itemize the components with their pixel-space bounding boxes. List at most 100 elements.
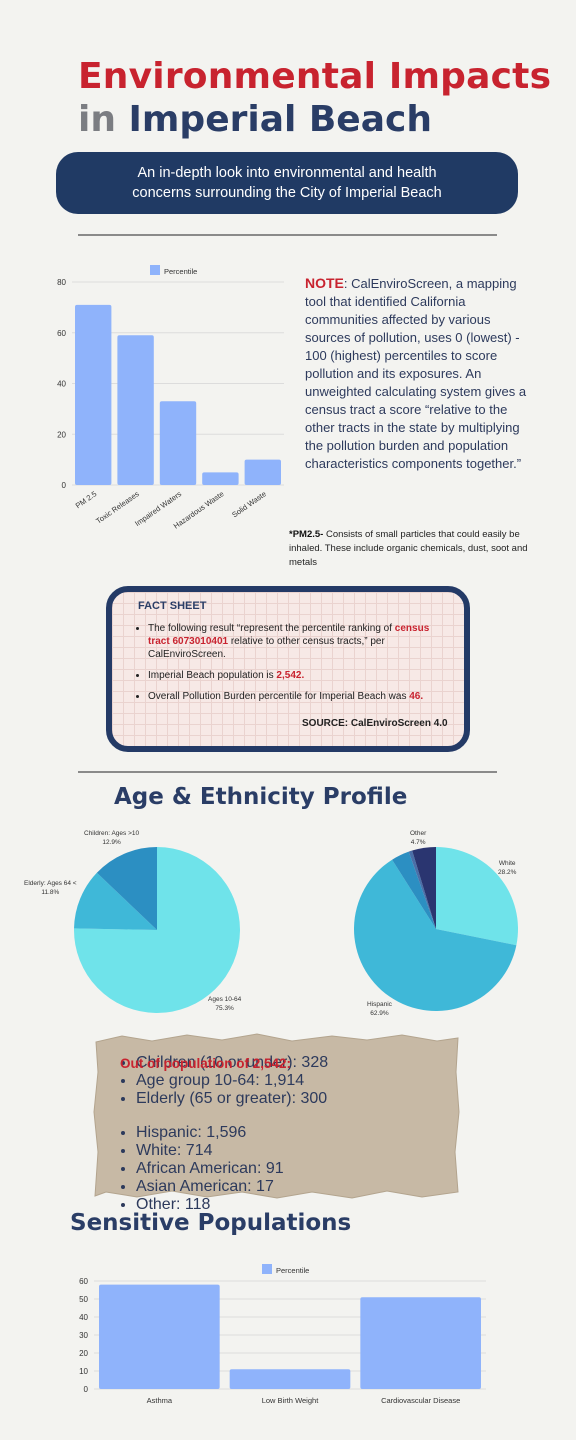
y-tick-label: 10 bbox=[79, 1367, 88, 1376]
x-category-label: Low Birth Weight bbox=[262, 1396, 319, 1405]
list-item: Elderly (65 or greater): 300 bbox=[136, 1090, 456, 1108]
pie-label-other-name: Other bbox=[410, 830, 427, 837]
pm25-label: *PM2.5- bbox=[289, 529, 324, 540]
y-tick-label: 60 bbox=[79, 1277, 88, 1286]
divider-top bbox=[78, 234, 497, 236]
fact-list: The following result “represent the perc… bbox=[120, 622, 448, 711]
population-value: 2,542. bbox=[276, 670, 305, 681]
list-item: Other: 118 bbox=[136, 1196, 456, 1214]
bar bbox=[244, 459, 281, 485]
age-count-list: Children (10 or under): 328 Age group 10… bbox=[96, 1054, 456, 1108]
x-category-label: PM 2.5 bbox=[74, 489, 99, 510]
pie-label-hispanic-pct: 62.9% bbox=[370, 1010, 389, 1017]
ethnicity-pie-chart bbox=[354, 847, 518, 1011]
list-item: Hispanic: 1,596 bbox=[136, 1124, 456, 1142]
x-category-label: Solid Waste bbox=[230, 489, 268, 519]
fact-item1-pre: The following result “represent the perc… bbox=[148, 623, 395, 634]
list-item: African American: 91 bbox=[136, 1160, 456, 1178]
ethnicity-count-list: Hispanic: 1,596 White: 714 African Ameri… bbox=[96, 1124, 456, 1214]
pie-label-elderly: Elderly: Ages 64 < 11.8% bbox=[24, 879, 77, 897]
y-tick-label: 30 bbox=[79, 1331, 88, 1340]
legend-swatch bbox=[150, 265, 160, 275]
pie-label-adults: Ages 10-64 75.3% bbox=[208, 995, 241, 1013]
y-tick-label: 0 bbox=[84, 1385, 89, 1394]
pie-label-children-name: Children: Ages >10 bbox=[84, 830, 140, 837]
fact-sheet-title: FACT SHEET bbox=[138, 600, 207, 612]
pie-label-white-name: White bbox=[498, 860, 516, 867]
fact-source: SOURCE: CalEnviroScreen 4.0 bbox=[302, 718, 448, 729]
fact-item1-post: relative to other census tracts,” per Ca… bbox=[148, 636, 385, 660]
note-label: NOTE bbox=[305, 275, 344, 291]
bar bbox=[117, 335, 154, 485]
pie-label-white-pct: 28.2% bbox=[498, 869, 517, 876]
census-tract: census tract 6073010401 bbox=[148, 623, 430, 647]
y-tick-label: 80 bbox=[57, 278, 66, 287]
bar bbox=[99, 1284, 220, 1389]
list-item: White: 714 bbox=[136, 1142, 456, 1160]
pm25-text: Consists of small particles that could e… bbox=[289, 529, 528, 568]
y-tick-label: 40 bbox=[57, 380, 66, 389]
subtitle-banner: An in-depth look into environmental and … bbox=[56, 152, 518, 214]
bar bbox=[229, 1369, 351, 1389]
pie-label-elderly-name: Elderly: Ages 64 < bbox=[24, 880, 77, 887]
list-item: Age group 10-64: 1,914 bbox=[136, 1072, 456, 1090]
population-title: Out of population of 2,542: bbox=[120, 1056, 291, 1071]
torn-paper-background bbox=[93, 1033, 460, 1199]
sensitive-populations-heading: Sensitive Populations bbox=[70, 1210, 352, 1236]
pie-label-hispanic: Hispanic 62.9% bbox=[367, 1000, 392, 1018]
y-tick-label: 20 bbox=[79, 1349, 88, 1358]
list-item: Children (10 or under): 328 bbox=[136, 1054, 456, 1072]
legend-label: Percentile bbox=[164, 267, 197, 276]
pie-label-other: Other 4.7% bbox=[410, 829, 426, 847]
pie-label-adults-name: Ages 10-64 bbox=[208, 996, 242, 1003]
pie-label-other-pct: 4.7% bbox=[410, 839, 426, 846]
note-text: : CalEnviroScreen, a mapping tool that i… bbox=[305, 276, 527, 471]
age-pie-chart bbox=[74, 847, 240, 1013]
pie-label-children-pct: 12.9% bbox=[102, 839, 121, 846]
bar bbox=[75, 304, 112, 485]
subtitle-text: An in-depth look into environmental and … bbox=[132, 165, 442, 201]
fact-item2-pre: Imperial Beach population is bbox=[148, 670, 277, 681]
pie-slice bbox=[354, 859, 517, 1011]
pie-slice bbox=[392, 851, 436, 929]
x-category-label: Asthma bbox=[147, 1396, 173, 1405]
legend-swatch bbox=[262, 1264, 272, 1274]
title-in-word: in bbox=[78, 99, 116, 140]
pie-slice bbox=[436, 847, 518, 946]
title-city: Imperial Beach bbox=[128, 99, 432, 140]
age-ethnicity-heading: Age & Ethnicity Profile bbox=[114, 784, 408, 810]
pie-slice bbox=[96, 847, 157, 930]
divider-middle bbox=[78, 771, 497, 773]
pollution-burden-value: 46. bbox=[409, 691, 424, 702]
fact-item: The following result “represent the perc… bbox=[148, 622, 448, 661]
pie-label-white: White 28.2% bbox=[498, 859, 516, 877]
legend-label: Percentile bbox=[276, 1266, 309, 1275]
pie-slice bbox=[408, 850, 436, 929]
y-tick-label: 40 bbox=[79, 1313, 88, 1322]
pie-slice bbox=[74, 847, 240, 1013]
page-title-line1: Environmental Impacts bbox=[78, 56, 552, 97]
y-tick-label: 20 bbox=[57, 430, 66, 439]
bar bbox=[360, 1297, 481, 1389]
y-tick-label: 60 bbox=[57, 329, 66, 338]
y-tick-label: 0 bbox=[62, 481, 67, 490]
note-block: NOTE: CalEnviroScreen, a mapping tool th… bbox=[305, 274, 527, 473]
sensitive-percentile-chart: 0 10 20 30 40 50 60 Asthma Low Birth Weight Cardi… bbox=[79, 1264, 486, 1405]
bar bbox=[202, 472, 239, 485]
pie-label-elderly-pct: 11.8% bbox=[41, 889, 60, 896]
fact-sheet-card: FACT SHEET The following result “represe… bbox=[106, 586, 470, 752]
pie-label-hispanic-name: Hispanic bbox=[367, 1001, 392, 1008]
pie-label-adults-pct: 75.3% bbox=[215, 1005, 234, 1012]
pie-label-children: Children: Ages >10 12.9% bbox=[84, 829, 139, 847]
pie-slice bbox=[74, 872, 157, 930]
x-category-label: Cardiovascular Disease bbox=[381, 1396, 460, 1405]
y-tick-label: 50 bbox=[79, 1295, 88, 1304]
pie-slice bbox=[412, 847, 436, 929]
page-title-line2: in Imperial Beach bbox=[78, 99, 432, 140]
population-box: Out of population of 2,542: Children (10… bbox=[96, 1038, 456, 1213]
list-item: Asian American: 17 bbox=[136, 1178, 456, 1196]
fact-item: Imperial Beach population is 2,542. bbox=[148, 669, 448, 682]
fact-item3-pre: Overall Pollution Burden percentile for … bbox=[148, 691, 410, 702]
pm25-note: *PM2.5- Consists of small particles that… bbox=[289, 528, 529, 570]
